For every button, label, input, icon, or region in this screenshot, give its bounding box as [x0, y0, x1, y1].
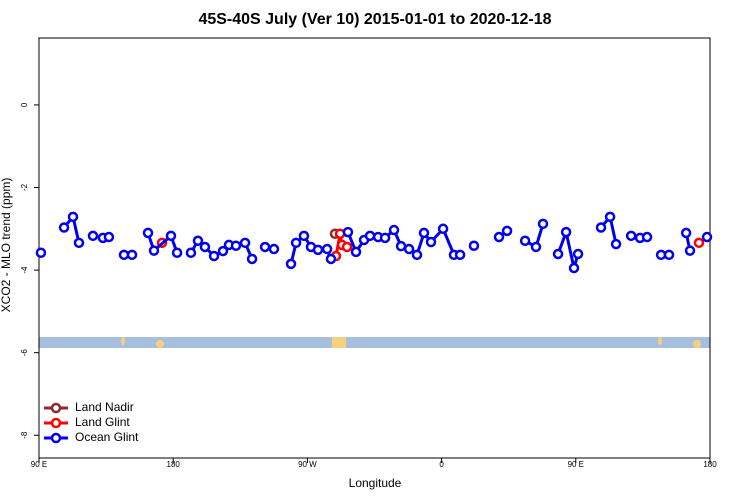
data-point [350, 246, 362, 258]
data-point [118, 249, 130, 261]
data-point [208, 250, 220, 262]
data-point [73, 237, 85, 249]
data-point [388, 224, 400, 236]
data-point [552, 248, 564, 260]
data-point [230, 240, 242, 251]
data-point [468, 240, 480, 251]
data-point [604, 211, 616, 223]
data-point [67, 211, 79, 223]
data-point [418, 227, 430, 239]
data-point [239, 237, 251, 249]
data-point [625, 230, 637, 242]
x-tick-label: 90 E [31, 460, 47, 469]
legend-label: Land Nadir [75, 400, 134, 414]
data-point [199, 241, 211, 253]
data-point [684, 245, 696, 256]
chart-title: 45S-40S July (Ver 10) 2015-01-01 to 2020… [198, 11, 551, 28]
legend-label: Land Glint [75, 415, 130, 429]
x-tick-label: 90 W [298, 460, 317, 469]
data-point [437, 223, 449, 235]
legend-swatch [50, 432, 62, 444]
legend-swatch [50, 402, 62, 414]
data-point [519, 235, 531, 247]
land-mask-strip [39, 337, 710, 348]
data-point [641, 231, 653, 243]
data-point [364, 230, 376, 242]
data-point [595, 222, 607, 233]
data-point [321, 243, 333, 255]
data-point [35, 247, 47, 258]
data-point [701, 231, 713, 243]
data-point [325, 253, 337, 265]
y-axis-label: XCO2 - MLO trend (ppm) [0, 178, 13, 313]
y-tick-label: 0 [20, 102, 29, 107]
data-point [501, 225, 513, 237]
x-tick-label: 180 [167, 460, 181, 469]
data-point [454, 249, 466, 261]
data-point [171, 247, 183, 258]
x-tick-label: 180 [703, 460, 717, 469]
data-point [268, 243, 280, 255]
data-point [379, 232, 391, 244]
plot-frame [38, 37, 711, 459]
legend-label: Ocean Glint [75, 430, 139, 444]
data-point [87, 230, 99, 242]
data-point [680, 227, 692, 239]
x-tick-label: 0 [439, 460, 444, 469]
y-tick-label: -8 [20, 431, 29, 439]
data-point [537, 218, 549, 230]
x-axis-label: Longitude [349, 476, 402, 490]
data-point [560, 226, 572, 238]
data-point [312, 244, 324, 256]
y-tick-label: -2 [20, 183, 29, 191]
data-point [341, 241, 353, 253]
data-point [493, 231, 505, 243]
data-point [185, 247, 197, 258]
data-point [58, 222, 70, 233]
data-point [693, 237, 705, 249]
data-point [663, 249, 675, 261]
x-tick-label: 90 E [568, 460, 584, 469]
data-point [530, 241, 542, 253]
data-point [411, 249, 423, 261]
legend-swatch [50, 417, 62, 429]
data-point [217, 245, 229, 257]
data-point [403, 243, 415, 255]
data-point [610, 238, 622, 250]
data-point [148, 245, 160, 256]
data-point [126, 249, 138, 261]
y-tick-label: -6 [20, 349, 29, 357]
data-point [290, 237, 302, 249]
data-point [425, 236, 437, 248]
data-point [103, 231, 115, 243]
data-point [342, 226, 354, 238]
data-point [568, 262, 580, 274]
data-point [192, 235, 204, 247]
data-point [298, 230, 310, 242]
data-point [572, 248, 584, 260]
data-point [395, 240, 407, 252]
data-point [246, 253, 258, 265]
data-point [259, 241, 271, 253]
data-point [142, 227, 154, 239]
y-tick-label: -4 [20, 266, 29, 274]
data-point [285, 258, 297, 270]
data-point [165, 230, 177, 242]
